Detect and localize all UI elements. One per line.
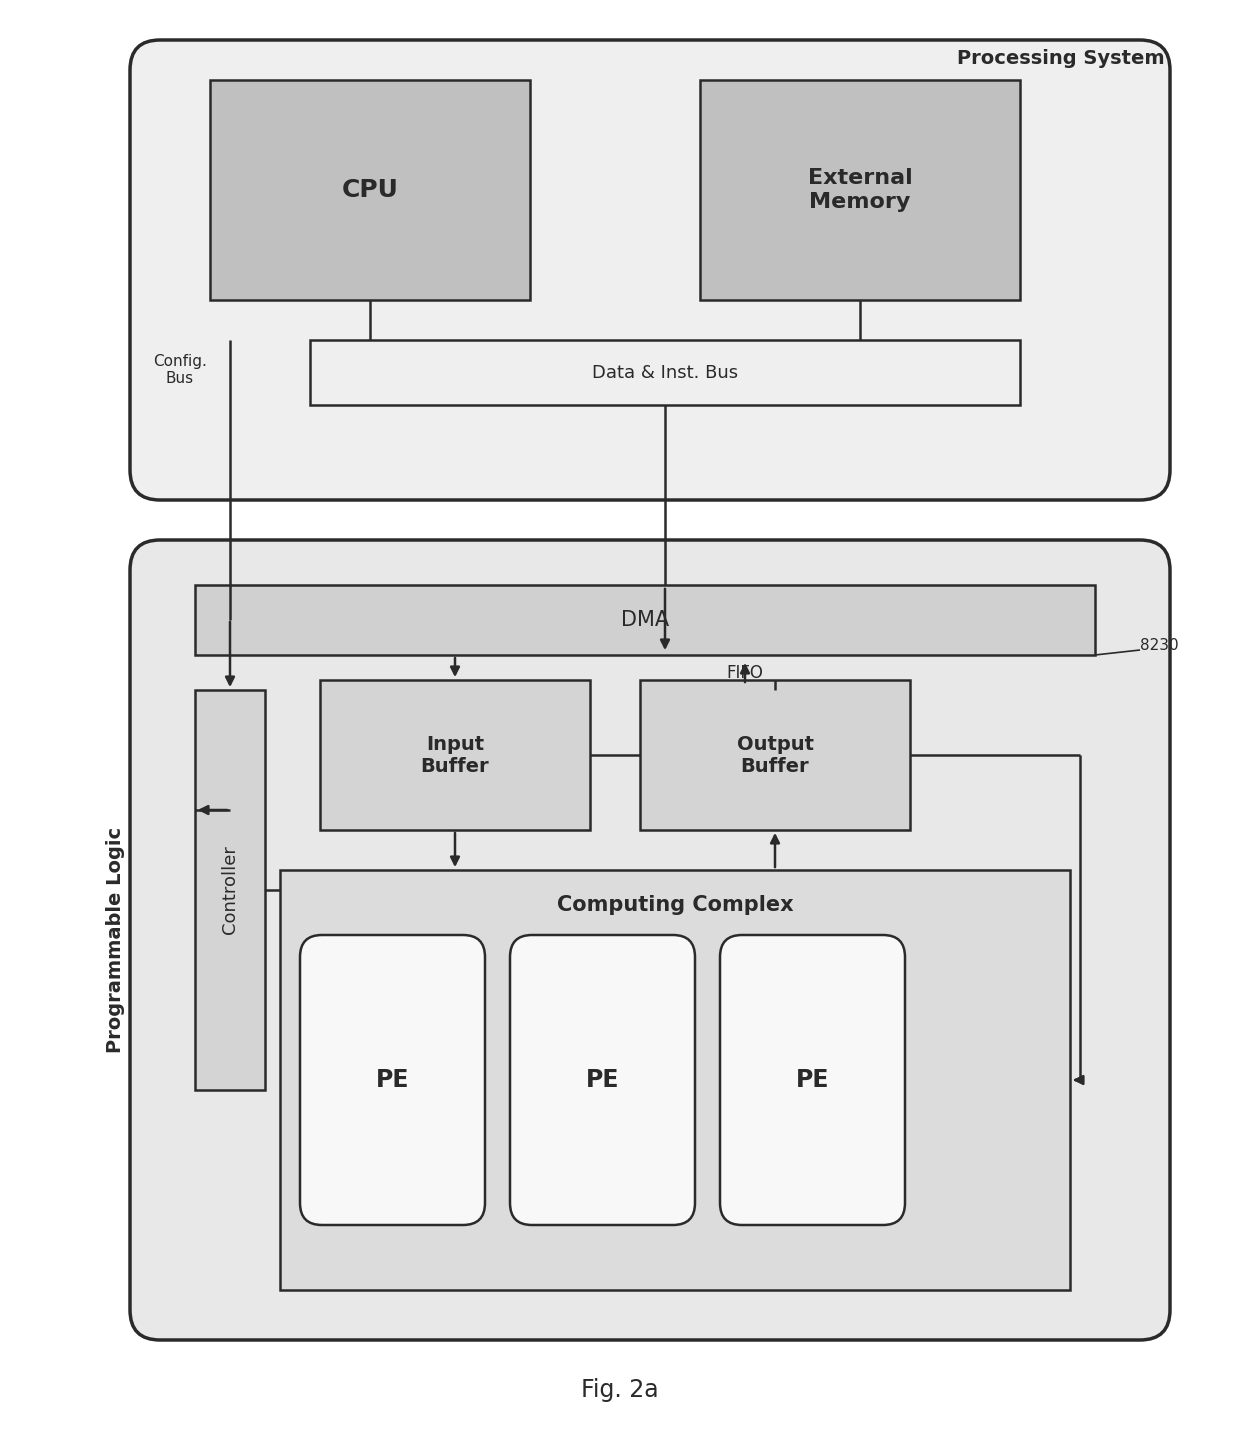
Bar (195, 690, 265, 1090)
Text: 8230: 8230 (1140, 638, 1179, 652)
Text: Fig. 2a: Fig. 2a (582, 1378, 658, 1402)
Text: Processing System: Processing System (957, 49, 1166, 67)
Text: FIFO: FIFO (727, 664, 764, 683)
FancyBboxPatch shape (300, 935, 485, 1225)
Text: PE: PE (796, 1068, 830, 1093)
Bar (310, 340, 1021, 404)
Text: Computing Complex: Computing Complex (557, 895, 794, 915)
FancyBboxPatch shape (510, 935, 694, 1225)
Bar (210, 80, 529, 300)
Text: Programmable Logic: Programmable Logic (105, 827, 125, 1053)
Text: Input
Buffer: Input Buffer (420, 734, 490, 776)
Text: Config.
Bus: Config. Bus (153, 354, 207, 386)
Bar (701, 80, 1021, 300)
Text: Controller: Controller (221, 846, 239, 935)
Text: Output
Buffer: Output Buffer (737, 734, 813, 776)
Text: PE: PE (376, 1068, 409, 1093)
Text: Data & Inst. Bus: Data & Inst. Bus (591, 363, 738, 381)
FancyBboxPatch shape (130, 541, 1171, 1339)
Bar (280, 870, 1070, 1291)
Bar (640, 680, 910, 830)
Text: DMA: DMA (621, 609, 670, 630)
Bar (195, 585, 1095, 655)
Text: External
Memory: External Memory (807, 168, 913, 212)
FancyBboxPatch shape (130, 40, 1171, 500)
Text: PE: PE (585, 1068, 619, 1093)
Text: CPU: CPU (341, 178, 398, 202)
Bar (320, 680, 590, 830)
FancyBboxPatch shape (720, 935, 905, 1225)
